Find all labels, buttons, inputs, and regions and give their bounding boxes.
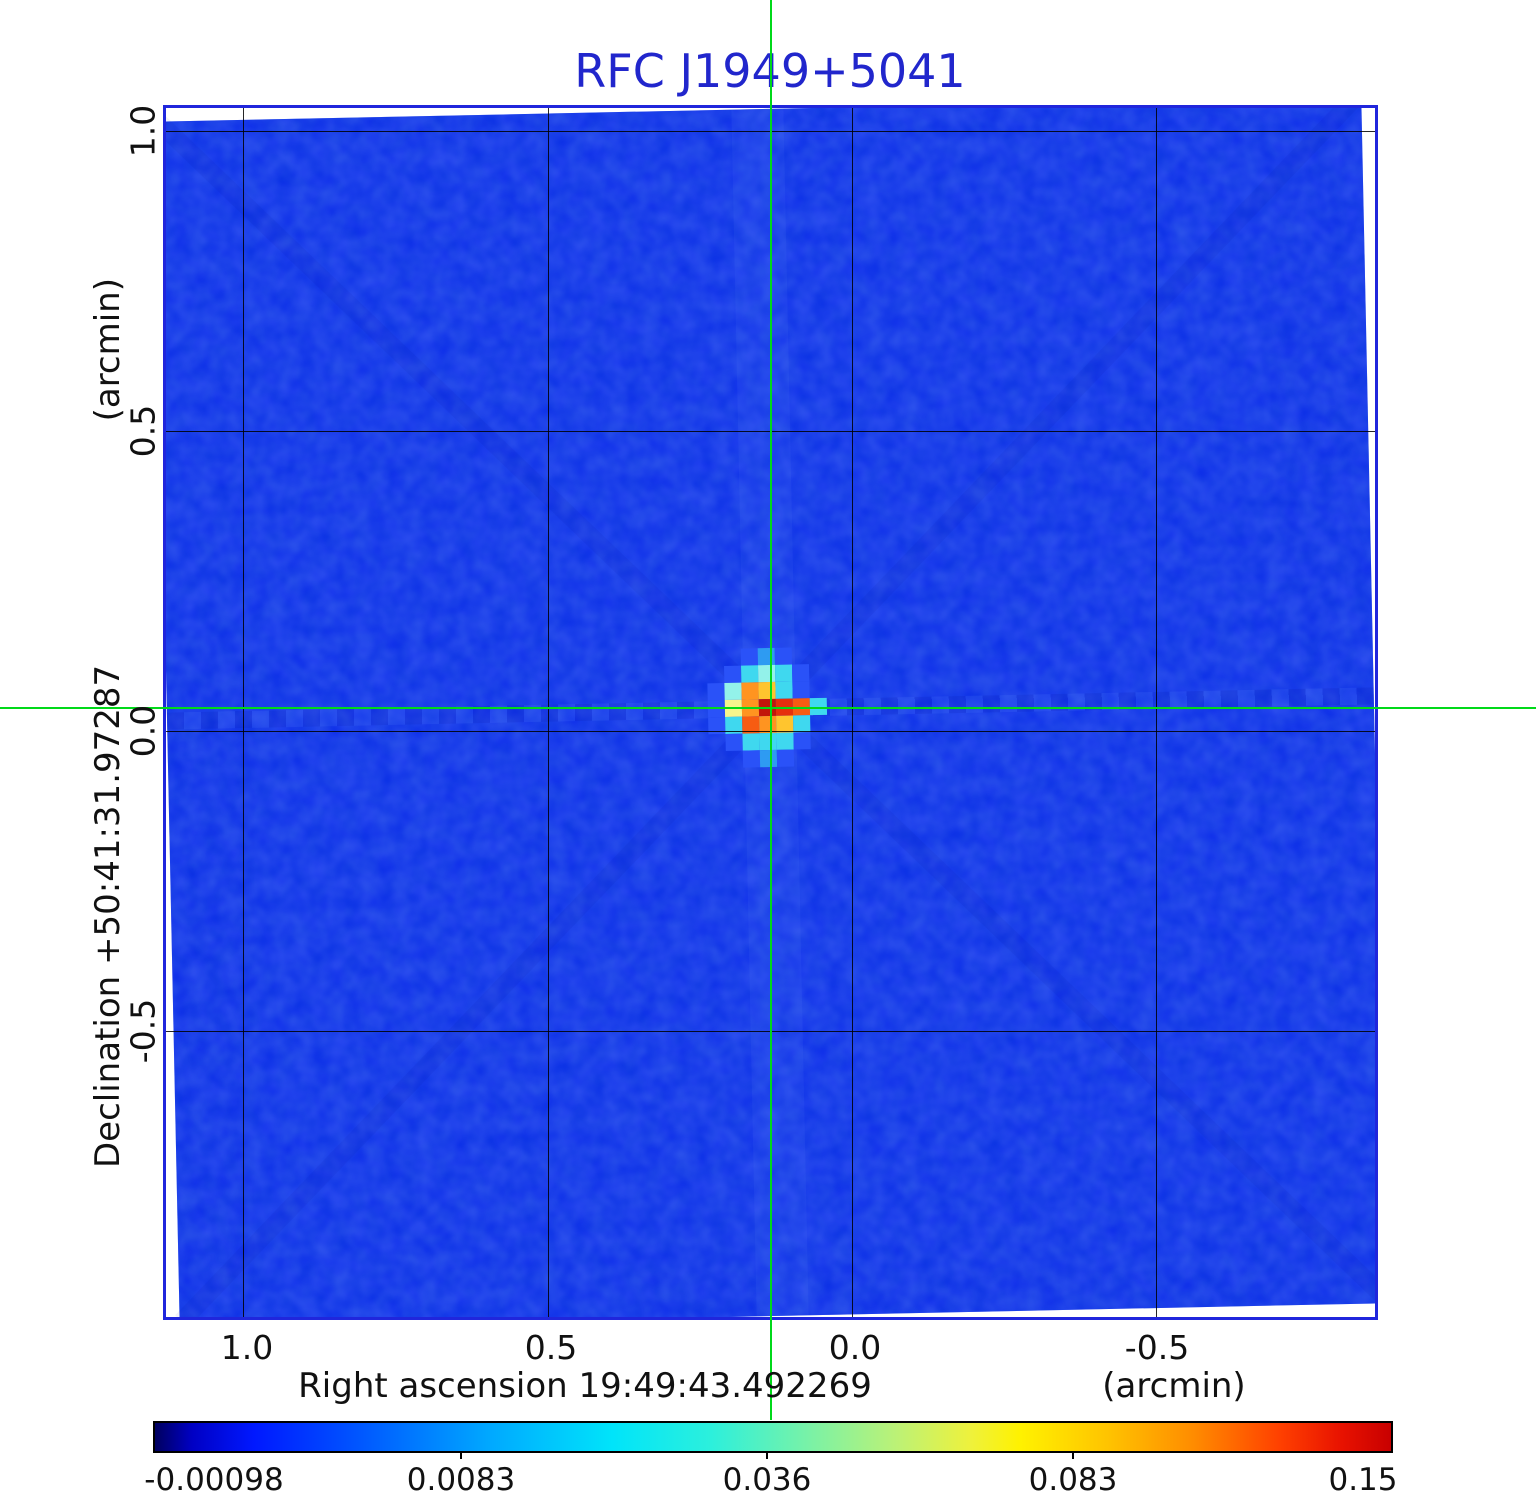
gridline-vertical: [243, 108, 244, 1317]
x-axis-label: Right ascension 19:49:43.492269: [298, 1366, 872, 1406]
x-tick-label: -0.5: [1124, 1328, 1190, 1367]
y-axis-unit: (arcmin): [88, 278, 128, 422]
y-tick-label: 1.0: [123, 104, 163, 158]
gridline-vertical: [1156, 108, 1157, 1317]
colorbar-tick: [766, 1451, 768, 1459]
y-axis-label: Declination +50:41:31.97287: [88, 664, 128, 1168]
crosshair-horizontal-line: [0, 707, 1536, 709]
x-tick-label: 1.0: [220, 1328, 274, 1367]
y-axis-title: Declination +50:41:31.97287 (arcmin): [86, 278, 130, 1168]
x-axis-unit: (arcmin): [1102, 1366, 1246, 1406]
gridline-vertical: [852, 108, 853, 1317]
colorbar-tick: [1072, 1451, 1074, 1459]
colorbar-tick: [460, 1451, 462, 1459]
colorbar-label: 0.0083: [406, 1462, 516, 1498]
colorbar-gradient: [153, 1421, 1393, 1459]
x-tick-label: 0.0: [828, 1328, 882, 1367]
colorbar-label: 0.083: [1028, 1462, 1118, 1498]
crosshair-vertical-line: [770, 0, 772, 1420]
colorbar-label: 0.036: [722, 1462, 812, 1498]
x-tick-label: 0.5: [524, 1328, 578, 1367]
colorbar-label: -0.00098: [144, 1462, 284, 1498]
gridline-vertical: [548, 108, 549, 1317]
colorbar-label: 0.15: [1328, 1462, 1398, 1498]
